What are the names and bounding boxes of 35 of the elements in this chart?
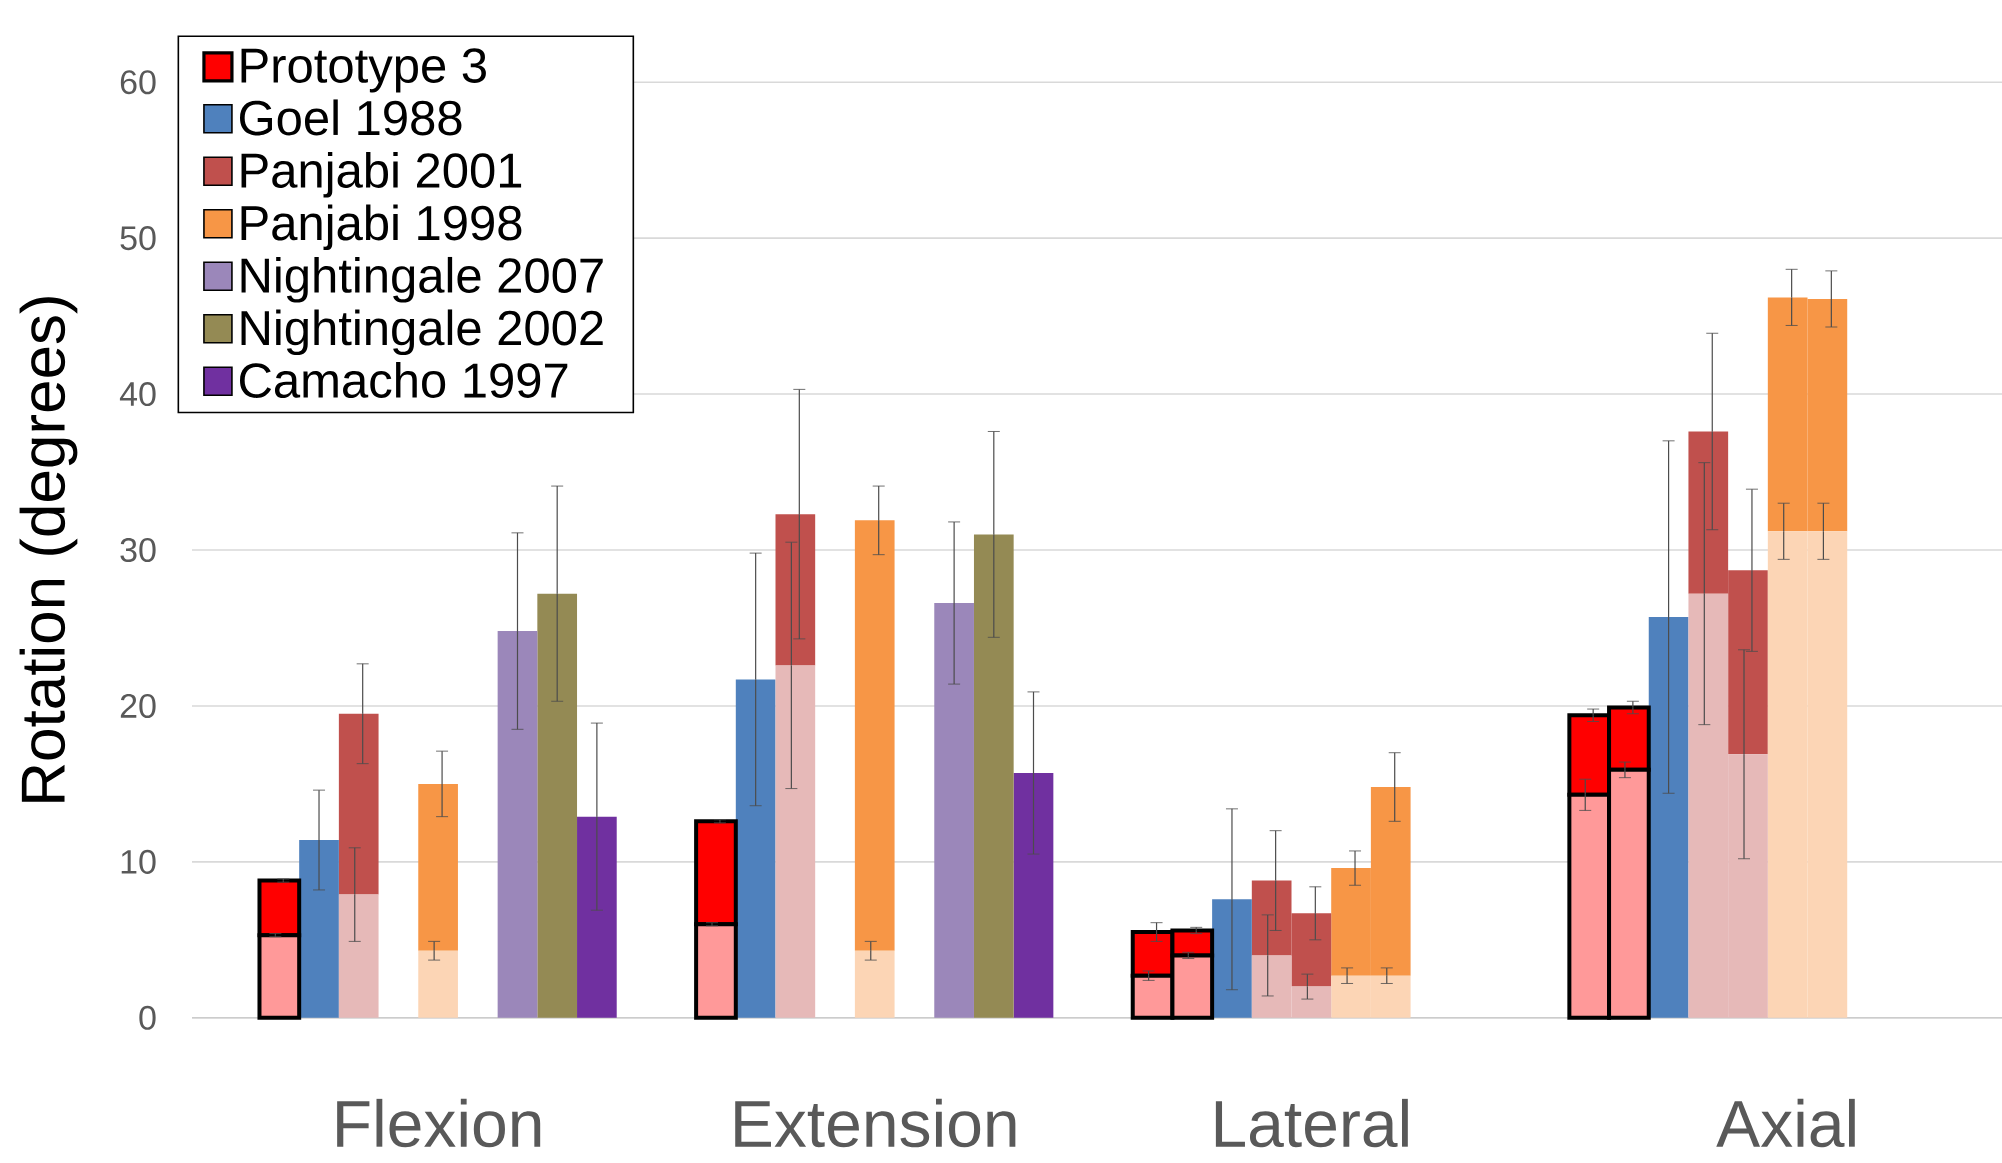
bar [934,603,974,1018]
bar [537,593,578,1018]
bar [1013,772,1054,1018]
bar [854,950,895,1018]
bar [338,713,379,895]
x-tick-label: Extension [735,1098,1016,1148]
bar [338,894,379,1018]
y-tick-label: 20 [120,693,156,718]
legend-label: Prototype 3 [241,48,486,93]
x-tick-label: Lateral [1215,1098,1408,1148]
bar [577,816,617,1018]
y-tick-label: 40 [119,382,156,407]
bar [735,679,776,1018]
y-tick-label: 60 [120,70,156,95]
bar [775,665,816,1018]
legend-label: Panjabi 1998 [241,204,522,251]
bar [418,783,458,951]
legend-label: Nightingale 2007 [241,256,603,303]
bar [973,534,1014,1018]
y-tick-label: 30 [120,537,156,563]
y-tick-label: 10 [121,849,156,874]
legend-label: Panjabi 2001 [241,151,522,198]
bar [497,631,538,1018]
bar [854,520,895,951]
legend-label: Camacho 1997 [240,361,568,398]
bar [299,840,339,1018]
y-axis-title: Rotation (degrees) [19,297,78,802]
bar [418,950,458,1018]
y-tick-label: 50 [120,226,156,251]
bar [1648,617,1689,1018]
x-tick-label: Flexion [337,1098,541,1148]
legend-label: Goel 1988 [240,99,462,136]
y-tick-label: 0 [139,1005,156,1030]
legend-label: Nightingale 2002 [241,309,603,356]
x-tick-label: Axial [1716,1098,1855,1148]
